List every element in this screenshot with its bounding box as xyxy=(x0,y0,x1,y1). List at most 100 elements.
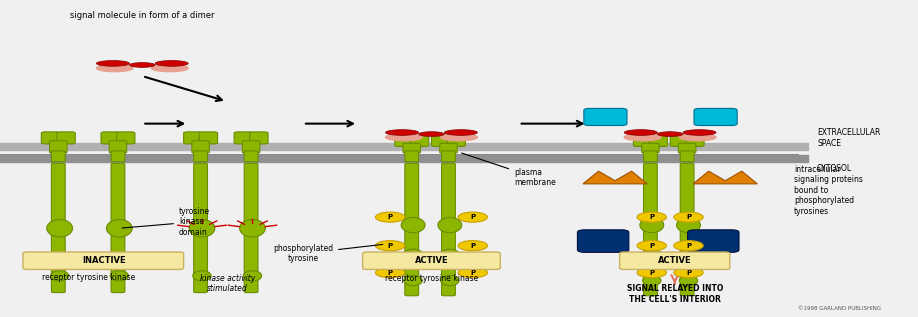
Ellipse shape xyxy=(438,217,462,233)
Text: P: P xyxy=(387,243,393,249)
FancyBboxPatch shape xyxy=(194,151,207,162)
Text: kinase activity
stimulated: kinase activity stimulated xyxy=(200,274,255,294)
FancyBboxPatch shape xyxy=(686,135,704,146)
Ellipse shape xyxy=(441,275,459,286)
FancyBboxPatch shape xyxy=(680,151,694,162)
FancyBboxPatch shape xyxy=(577,230,629,252)
FancyBboxPatch shape xyxy=(584,108,627,126)
Text: P: P xyxy=(470,270,476,275)
Circle shape xyxy=(375,268,405,278)
Ellipse shape xyxy=(677,217,700,233)
FancyBboxPatch shape xyxy=(410,135,429,146)
Polygon shape xyxy=(583,171,647,184)
FancyBboxPatch shape xyxy=(403,143,420,153)
Circle shape xyxy=(375,241,405,251)
FancyBboxPatch shape xyxy=(688,230,739,252)
FancyBboxPatch shape xyxy=(101,132,119,144)
Text: P: P xyxy=(649,214,655,220)
FancyBboxPatch shape xyxy=(0,143,799,150)
FancyBboxPatch shape xyxy=(644,151,657,162)
Text: receptor tyrosine kinase: receptor tyrosine kinase xyxy=(42,273,136,282)
FancyBboxPatch shape xyxy=(633,135,652,146)
Text: ©1998 GARLAND PUBLISHING: ©1998 GARLAND PUBLISHING xyxy=(798,306,881,311)
FancyBboxPatch shape xyxy=(644,163,657,296)
Circle shape xyxy=(637,212,666,222)
Text: tyrosine
kinase
domain: tyrosine kinase domain xyxy=(122,207,210,237)
FancyBboxPatch shape xyxy=(184,132,202,144)
Text: signal molecule in form of a dimer: signal molecule in form of a dimer xyxy=(70,11,215,20)
Ellipse shape xyxy=(678,249,699,261)
Ellipse shape xyxy=(243,271,262,281)
Ellipse shape xyxy=(240,219,265,237)
Ellipse shape xyxy=(679,275,698,286)
FancyBboxPatch shape xyxy=(642,143,659,153)
Ellipse shape xyxy=(386,130,419,135)
FancyBboxPatch shape xyxy=(244,151,258,162)
FancyBboxPatch shape xyxy=(395,135,413,146)
FancyBboxPatch shape xyxy=(234,132,252,144)
Ellipse shape xyxy=(624,130,657,135)
Text: phosphorylated
tyrosine: phosphorylated tyrosine xyxy=(273,244,383,263)
Text: P: P xyxy=(387,270,393,275)
Ellipse shape xyxy=(679,134,716,141)
FancyBboxPatch shape xyxy=(109,141,127,153)
Ellipse shape xyxy=(624,134,661,141)
FancyBboxPatch shape xyxy=(0,154,799,162)
Polygon shape xyxy=(693,171,757,184)
Ellipse shape xyxy=(657,132,683,136)
FancyBboxPatch shape xyxy=(242,141,260,153)
FancyBboxPatch shape xyxy=(244,163,258,293)
Circle shape xyxy=(637,268,666,278)
FancyBboxPatch shape xyxy=(442,163,455,296)
Text: P: P xyxy=(686,270,691,275)
Circle shape xyxy=(637,241,666,251)
FancyBboxPatch shape xyxy=(620,252,730,269)
Ellipse shape xyxy=(401,217,425,233)
FancyBboxPatch shape xyxy=(447,135,465,146)
Text: P: P xyxy=(649,270,655,275)
Circle shape xyxy=(674,212,703,222)
FancyBboxPatch shape xyxy=(440,143,457,153)
Ellipse shape xyxy=(193,271,211,281)
Ellipse shape xyxy=(640,217,664,233)
Circle shape xyxy=(674,268,703,278)
Ellipse shape xyxy=(444,130,477,135)
Text: intracellular
signaling proteins
bound to
phosphorylated
tyrosines: intracellular signaling proteins bound t… xyxy=(794,165,863,216)
Circle shape xyxy=(458,241,487,251)
Ellipse shape xyxy=(403,249,423,261)
FancyBboxPatch shape xyxy=(51,151,65,162)
FancyBboxPatch shape xyxy=(680,163,694,296)
Ellipse shape xyxy=(151,65,188,72)
Text: INACTIVE: INACTIVE xyxy=(82,256,126,265)
Ellipse shape xyxy=(129,62,155,68)
FancyBboxPatch shape xyxy=(431,135,450,146)
Ellipse shape xyxy=(47,219,73,237)
Text: plasma
membrane: plasma membrane xyxy=(462,153,555,187)
Ellipse shape xyxy=(441,134,477,141)
Ellipse shape xyxy=(189,219,215,237)
Circle shape xyxy=(458,212,487,222)
Text: ACTIVE: ACTIVE xyxy=(658,256,691,265)
FancyBboxPatch shape xyxy=(23,252,184,269)
Circle shape xyxy=(458,268,487,278)
Circle shape xyxy=(375,212,405,222)
FancyBboxPatch shape xyxy=(442,151,455,162)
Ellipse shape xyxy=(419,132,444,136)
FancyBboxPatch shape xyxy=(199,132,218,144)
FancyBboxPatch shape xyxy=(41,132,60,144)
FancyBboxPatch shape xyxy=(57,132,75,144)
FancyBboxPatch shape xyxy=(670,135,688,146)
Text: ACTIVE: ACTIVE xyxy=(415,256,448,265)
FancyBboxPatch shape xyxy=(194,163,207,293)
FancyBboxPatch shape xyxy=(50,141,67,153)
Ellipse shape xyxy=(96,61,129,66)
FancyBboxPatch shape xyxy=(678,143,696,153)
Ellipse shape xyxy=(386,134,422,141)
FancyBboxPatch shape xyxy=(117,132,135,144)
Text: P: P xyxy=(470,243,476,249)
Circle shape xyxy=(674,241,703,251)
Ellipse shape xyxy=(440,249,460,261)
Ellipse shape xyxy=(404,275,422,286)
Text: SIGNAL RELAYED INTO
THE CELL'S INTERIOR: SIGNAL RELAYED INTO THE CELL'S INTERIOR xyxy=(627,284,722,304)
Text: P: P xyxy=(470,214,476,220)
